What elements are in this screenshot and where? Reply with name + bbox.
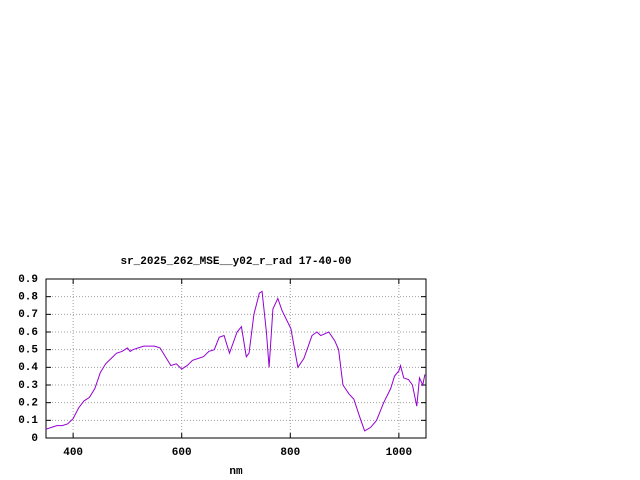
y-tick-label: 0.9 — [18, 274, 38, 286]
x-axis-label: nm — [229, 466, 243, 478]
chart-title: sr_2025_262_MSE__y02_r_rad 17-40-00 — [120, 256, 351, 268]
x-tick-label: 600 — [172, 447, 192, 459]
y-tick-label: 0.7 — [18, 309, 38, 321]
y-tick-label: 0.6 — [18, 327, 38, 339]
y-tick-label: 0.3 — [18, 380, 38, 392]
y-tick-label: 0.8 — [18, 292, 38, 304]
y-tick-label: 0.2 — [18, 398, 38, 410]
x-tick-label: 1000 — [386, 447, 412, 459]
plot-border — [45, 278, 427, 439]
x-tick-label: 400 — [63, 447, 83, 459]
data-line — [45, 290, 426, 432]
x-tick-label: 800 — [280, 447, 300, 459]
y-tick-label: 0.1 — [18, 415, 38, 427]
y-tick-label: 0.5 — [18, 345, 38, 357]
y-tick-label: 0.4 — [18, 362, 38, 374]
y-tick-label: 0 — [31, 433, 38, 445]
